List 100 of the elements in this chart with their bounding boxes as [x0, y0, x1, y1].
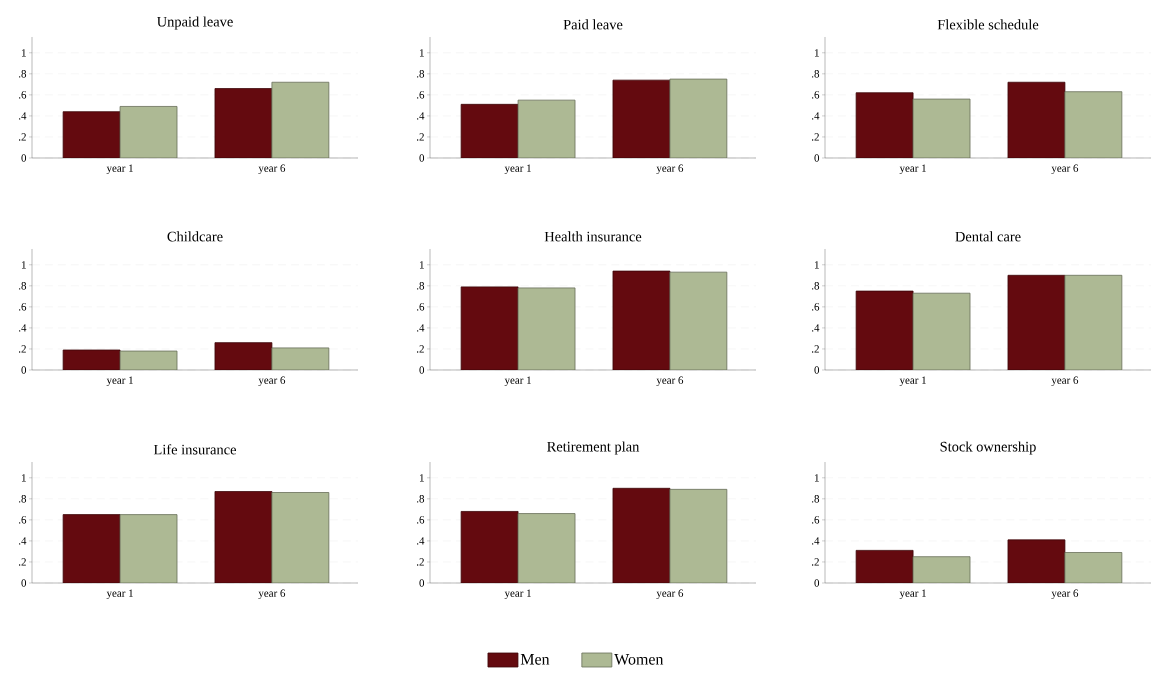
y-tick-label: 1 [21, 474, 26, 482]
x-tick-label: year 1 [504, 589, 531, 600]
x-tick-label: year 6 [656, 376, 684, 387]
chart-title: Life insurance [153, 444, 236, 455]
y-tick-label: 0 [21, 579, 27, 587]
y-tick-label: 0 [419, 154, 425, 162]
bar [612, 270, 671, 370]
chart-title: Childcare [167, 231, 223, 242]
bar [460, 103, 519, 158]
chart-title: Retirement plan [547, 441, 640, 455]
bar [62, 111, 121, 158]
y-tick-label: 0 [419, 366, 425, 374]
bar [271, 492, 330, 583]
bar [214, 342, 273, 370]
bar [1007, 274, 1066, 370]
y-tick-label: 1 [814, 474, 819, 482]
y-tick-label: .2 [18, 345, 26, 353]
y-tick-label: .6 [416, 91, 425, 99]
bar [1064, 91, 1123, 158]
y-tick-label: .8 [811, 495, 820, 503]
bar [612, 487, 671, 583]
chart-title: Flexible schedule [937, 19, 1039, 30]
bar [517, 513, 576, 583]
y-tick-label: .4 [812, 324, 820, 332]
x-tick-label: year 6 [258, 164, 286, 175]
y-tick-label: .6 [811, 516, 820, 524]
x-tick-label: year 6 [1051, 376, 1079, 387]
bar [1064, 552, 1123, 583]
y-tick-label: .6 [812, 303, 820, 311]
x-tick-label: year 1 [504, 376, 531, 387]
y-tick-label: .6 [416, 516, 425, 524]
y-tick-label: .4 [811, 537, 820, 545]
bar [669, 271, 728, 370]
y-tick-label: 0 [814, 366, 820, 374]
bar [912, 556, 971, 583]
y-tick-label: .8 [416, 495, 425, 503]
legend-label: Men [520, 654, 550, 665]
y-tick-label: .2 [811, 558, 819, 566]
bar [517, 287, 576, 370]
y-tick-label: .4 [18, 537, 27, 545]
y-tick-label: .2 [416, 558, 424, 566]
chart-title: Paid leave [563, 19, 623, 30]
x-tick-label: year 6 [258, 589, 286, 600]
bar [855, 549, 914, 583]
x-tick-label: year 6 [1051, 589, 1079, 600]
bar [214, 491, 273, 583]
bar [271, 81, 330, 158]
bar [517, 99, 576, 158]
y-tick-label: .8 [18, 282, 27, 290]
x-tick-label: year 1 [106, 589, 133, 600]
y-tick-label: .2 [812, 133, 819, 141]
y-tick-label: .2 [416, 345, 424, 353]
y-tick-label: .8 [812, 282, 820, 290]
y-tick-label: 1 [814, 49, 819, 57]
bar [612, 79, 671, 158]
bar [119, 514, 178, 583]
y-tick-label: 1 [814, 261, 819, 269]
y-tick-label: 0 [419, 579, 425, 587]
x-tick-label: year 1 [106, 376, 133, 387]
y-tick-label: .6 [18, 91, 27, 99]
y-tick-label: .8 [812, 70, 820, 78]
y-tick-label: .4 [416, 324, 425, 332]
bar [855, 290, 914, 370]
y-tick-label: 0 [814, 154, 820, 162]
x-tick-label: year 1 [899, 376, 926, 387]
y-tick-label: 1 [21, 261, 26, 269]
y-tick-label: 1 [21, 49, 26, 57]
y-tick-label: .6 [812, 91, 820, 99]
bar [62, 514, 121, 583]
y-tick-label: 0 [814, 579, 820, 587]
y-tick-label: .6 [18, 303, 27, 311]
y-tick-label: .6 [416, 303, 425, 311]
x-tick-label: year 1 [899, 164, 926, 175]
x-tick-label: year 6 [258, 376, 286, 387]
bar [669, 488, 728, 583]
y-tick-label: .4 [416, 537, 425, 545]
bar [214, 88, 273, 158]
bar [460, 286, 519, 370]
y-tick-label: 0 [21, 366, 27, 374]
y-tick-label: .4 [18, 112, 27, 120]
y-tick-label: .4 [18, 324, 27, 332]
x-tick-label: year 1 [899, 589, 926, 600]
chart-title: Dental care [955, 231, 1021, 242]
y-tick-label: 0 [21, 154, 27, 162]
chart-title: Unpaid leave [156, 16, 233, 30]
bar [855, 92, 914, 158]
x-tick-label: year 6 [1051, 164, 1079, 175]
bar [912, 292, 971, 370]
y-tick-label: .8 [18, 70, 27, 78]
chart-title: Stock ownership [940, 441, 1036, 455]
y-tick-label: 1 [419, 261, 424, 269]
y-tick-label: .4 [812, 112, 820, 120]
y-tick-label: .2 [416, 133, 424, 141]
bar [669, 78, 728, 158]
y-tick-label: .8 [18, 495, 27, 503]
y-tick-label: .6 [18, 516, 27, 524]
y-tick-label: .8 [416, 282, 425, 290]
bar [460, 511, 519, 583]
bar [1064, 274, 1123, 370]
x-tick-label: year 6 [656, 164, 684, 175]
